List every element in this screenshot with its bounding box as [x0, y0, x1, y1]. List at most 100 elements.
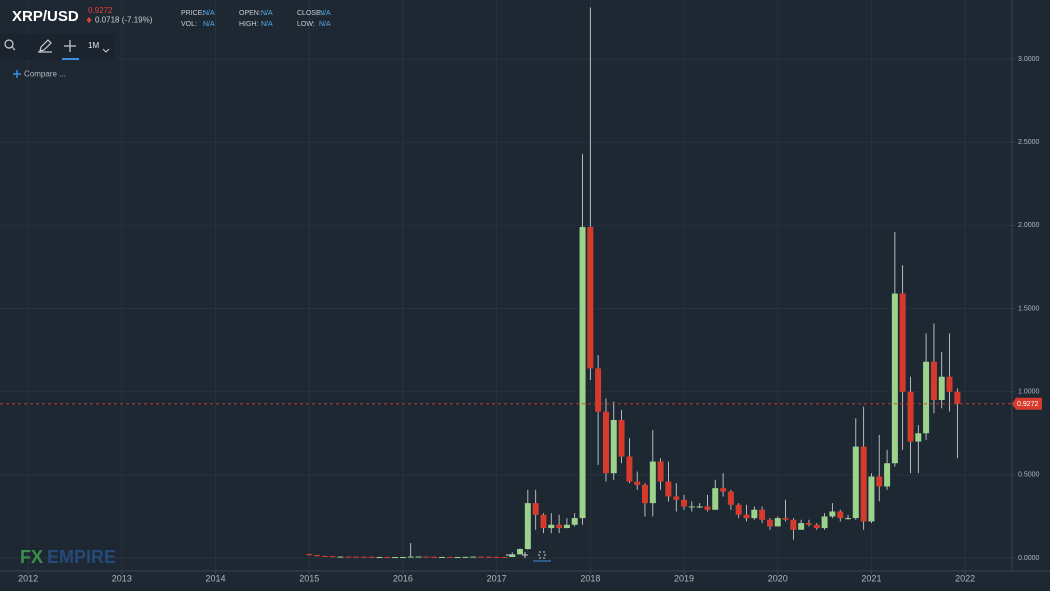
- candle-body: [626, 456, 633, 482]
- stat-value: N/A: [319, 21, 331, 28]
- stat-value: N/A: [319, 10, 331, 17]
- candle-body: [587, 227, 594, 369]
- candle-body: [454, 557, 461, 559]
- x-tick-label: 2012: [18, 573, 38, 583]
- candle-body: [782, 518, 789, 520]
- candle-body: [563, 524, 570, 529]
- stat-value: N/A: [261, 10, 273, 17]
- candle-body: [384, 556, 391, 558]
- candle-body: [673, 496, 680, 500]
- x-tick-label: 2020: [768, 573, 788, 583]
- candle-body: [649, 461, 656, 504]
- candle-body: [735, 504, 742, 515]
- stat-value: N/A: [203, 10, 215, 17]
- stat-label: OPEN:: [239, 10, 261, 17]
- interval-button[interactable]: 1M: [88, 41, 99, 50]
- candle-body: [891, 293, 898, 464]
- last-price-label: 0.9272: [1017, 401, 1039, 408]
- y-tick-label: 2.5000: [1018, 139, 1040, 146]
- stat-label: VOL:: [181, 21, 197, 28]
- candle-body: [485, 556, 492, 558]
- candle-body: [446, 556, 453, 558]
- zoom-controls[interactable]: [506, 551, 551, 562]
- candle-body: [392, 557, 399, 559]
- candle-body: [766, 519, 773, 527]
- candle-body: [805, 523, 812, 525]
- candle-body: [868, 476, 875, 522]
- y-tick-label: 0.0000: [1018, 555, 1040, 562]
- candle-body: [696, 506, 703, 508]
- watermark-fx: FX: [20, 547, 43, 567]
- candle-body: [306, 554, 313, 556]
- candle-body: [899, 293, 906, 392]
- candle-body: [602, 411, 609, 474]
- candle-body: [571, 518, 578, 525]
- candle-body: [657, 461, 664, 482]
- candle-body: [759, 509, 766, 520]
- candle-body: [313, 555, 320, 557]
- candle-body: [548, 524, 555, 529]
- candle-body: [876, 476, 883, 487]
- candle-body: [431, 556, 438, 558]
- x-tick-label: 2018: [580, 573, 600, 583]
- candle-body: [704, 506, 711, 510]
- candle-body: [712, 488, 719, 510]
- candle-body: [915, 433, 922, 442]
- candle-body: [790, 519, 797, 530]
- compare-icon[interactable]: [13, 70, 21, 78]
- y-tick-label: 0.5000: [1018, 472, 1040, 479]
- candle-body: [923, 361, 930, 434]
- last-price-tag: [1012, 397, 1042, 410]
- candle-body: [930, 361, 937, 401]
- x-tick-label: 2016: [393, 573, 413, 583]
- candle-body: [665, 481, 672, 497]
- candle-body: [509, 554, 516, 557]
- candle-body: [641, 484, 648, 504]
- candle-body: [821, 516, 828, 529]
- x-tick-label: 2015: [299, 573, 319, 583]
- candle-body: [720, 488, 727, 492]
- candle-body: [610, 419, 617, 474]
- stat-label: PRICE:: [181, 10, 204, 17]
- crosshair-button[interactable]: [62, 40, 79, 60]
- candle-body: [579, 227, 586, 519]
- change: 0.0718 (-7.19%): [95, 16, 153, 25]
- stat-label: CLOSE:: [297, 10, 323, 17]
- candle-body: [477, 556, 484, 558]
- candle-body: [938, 376, 945, 401]
- candle-body: [524, 503, 531, 550]
- draw-button[interactable]: [38, 39, 52, 53]
- x-tick-label: 2022: [955, 573, 975, 583]
- candle-body: [501, 556, 508, 558]
- y-tick-label: 2.0000: [1018, 222, 1040, 229]
- candle-body: [329, 556, 336, 558]
- candle-body: [423, 556, 430, 558]
- toolbar: [0, 34, 115, 60]
- candle-body: [532, 503, 539, 515]
- watermark-empire: EMPIRE: [47, 547, 116, 567]
- candle-body: [470, 556, 477, 558]
- stat-label: HIGH:: [239, 21, 259, 28]
- candle-body: [751, 509, 758, 519]
- symbol: XRP/USD: [12, 8, 79, 25]
- candle-body: [540, 514, 547, 529]
- candle-body: [852, 446, 859, 519]
- candle-body: [829, 511, 836, 517]
- candle-body: [618, 419, 625, 457]
- search-button[interactable]: [4, 39, 16, 51]
- candle-body: [774, 518, 781, 527]
- candle-body: [337, 556, 344, 558]
- interval-chevron[interactable]: [102, 48, 110, 53]
- x-tick-label: 2017: [487, 573, 507, 583]
- stat-label: LOW:: [297, 21, 315, 28]
- candle-body: [907, 391, 914, 442]
- x-tick-label: 2013: [112, 573, 132, 583]
- stat-value: N/A: [261, 21, 273, 28]
- candle-body: [634, 481, 641, 485]
- candle-body: [954, 391, 961, 404]
- compare-button[interactable]: Compare ...: [24, 70, 66, 79]
- candle-body: [595, 368, 602, 412]
- candle-body: [517, 549, 524, 555]
- down-icon: [86, 17, 92, 23]
